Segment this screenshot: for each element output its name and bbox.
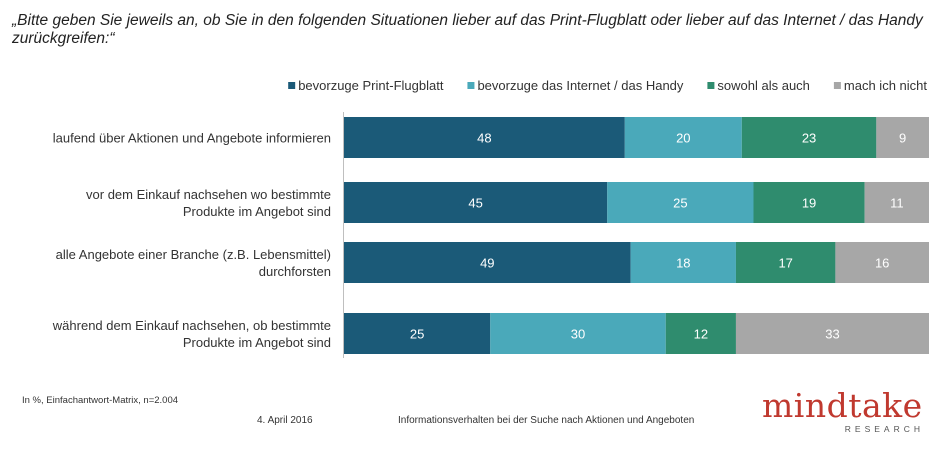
bar-value-label: 20 xyxy=(676,131,690,146)
bar-segment xyxy=(876,117,929,158)
footer-date: 4. April 2016 xyxy=(257,415,313,426)
bar-value-label: 33 xyxy=(825,327,839,342)
bar-value-label: 11 xyxy=(890,196,904,211)
bar-row: 25 30 12 33 xyxy=(344,313,929,354)
bar-segment xyxy=(344,313,491,354)
footer-title: Informationsverhalten bei der Suche nach… xyxy=(398,415,695,426)
survey-question: „Bitte geben Sie jeweils an, ob Sie in d… xyxy=(12,12,923,47)
bar-segment xyxy=(607,182,754,223)
stacked-bar-chart: bevorzuge Print-Flugblatt bevorzuge das I… xyxy=(52,78,929,358)
bar-value-label: 18 xyxy=(676,256,690,271)
bar-segment xyxy=(344,117,625,158)
category-label: Produkte im Angebot sind xyxy=(183,335,331,350)
bar-value-label: 30 xyxy=(571,327,585,342)
category-label: Produkte im Angebot sind xyxy=(183,204,331,219)
bar-segment xyxy=(741,117,877,158)
bar-segment xyxy=(835,242,929,283)
bar-segment xyxy=(665,313,736,354)
chart-legend: bevorzuge Print-Flugblatt bevorzuge das I… xyxy=(288,78,927,93)
chart-bars: 48 20 23 9 45 25 19 11 49 18 17 16 25 30 12 33 xyxy=(343,112,929,358)
legend-label: mach ich nicht xyxy=(844,78,927,93)
bar-value-label: 48 xyxy=(477,131,491,146)
bar-segment xyxy=(753,182,865,223)
bar-segment xyxy=(344,242,631,283)
bar-row: 49 18 17 16 xyxy=(344,242,929,283)
bar-segment xyxy=(630,242,736,283)
legend-swatch xyxy=(288,82,296,89)
legend-label: bevorzuge Print-Flugblatt xyxy=(298,78,444,93)
legend-swatch xyxy=(707,82,715,89)
bar-value-label: 17 xyxy=(778,256,792,271)
bar-value-label: 19 xyxy=(802,196,816,211)
bar-value-label: 25 xyxy=(673,196,687,211)
bar-row: 48 20 23 9 xyxy=(344,117,929,158)
legend-item: mach ich nicht xyxy=(833,78,927,93)
category-label: laufend über Aktionen und Angebote infor… xyxy=(53,131,331,146)
legend-swatch xyxy=(467,82,475,89)
bar-value-label: 45 xyxy=(468,196,482,211)
mindtake-logo: mindtake RESEARCH xyxy=(762,388,932,438)
bar-value-label: 23 xyxy=(802,131,816,146)
bar-segment xyxy=(344,182,608,223)
category-label: vor dem Einkauf nachsehen wo bestimmte xyxy=(86,187,331,202)
bar-row: 45 25 19 11 xyxy=(344,182,929,223)
legend-swatch xyxy=(833,82,841,89)
category-label: während dem Einkauf nachsehen, ob bestim… xyxy=(52,318,331,333)
bar-segment xyxy=(864,182,929,223)
bar-segment xyxy=(735,242,836,283)
footnote: In %, Einfachantwort-Matrix, n=2.004 xyxy=(22,395,179,406)
bar-value-label: 49 xyxy=(480,256,494,271)
bar-value-label: 16 xyxy=(875,256,889,271)
legend-label: sowohl als auch xyxy=(717,78,810,93)
bar-value-label: 9 xyxy=(899,131,906,146)
legend-item: bevorzuge das Internet / das Handy xyxy=(467,78,684,93)
legend-item: bevorzuge Print-Flugblatt xyxy=(288,78,444,93)
legend-label: bevorzuge das Internet / das Handy xyxy=(477,78,683,93)
legend-item: sowohl als auch xyxy=(707,78,810,93)
bar-segment xyxy=(490,313,666,354)
bar-segment xyxy=(735,313,929,354)
category-labels: laufend über Aktionen und Angebote infor… xyxy=(52,131,331,351)
logo-subline: RESEARCH xyxy=(844,424,924,434)
bar-segment xyxy=(624,117,742,158)
category-label: alle Angebote einer Branche (z.B. Lebens… xyxy=(56,247,331,262)
logo-wordmark: mindtake xyxy=(762,386,923,425)
bar-value-label: 12 xyxy=(694,327,708,342)
bar-value-label: 25 xyxy=(410,327,424,342)
category-label: durchforsten xyxy=(259,264,331,279)
